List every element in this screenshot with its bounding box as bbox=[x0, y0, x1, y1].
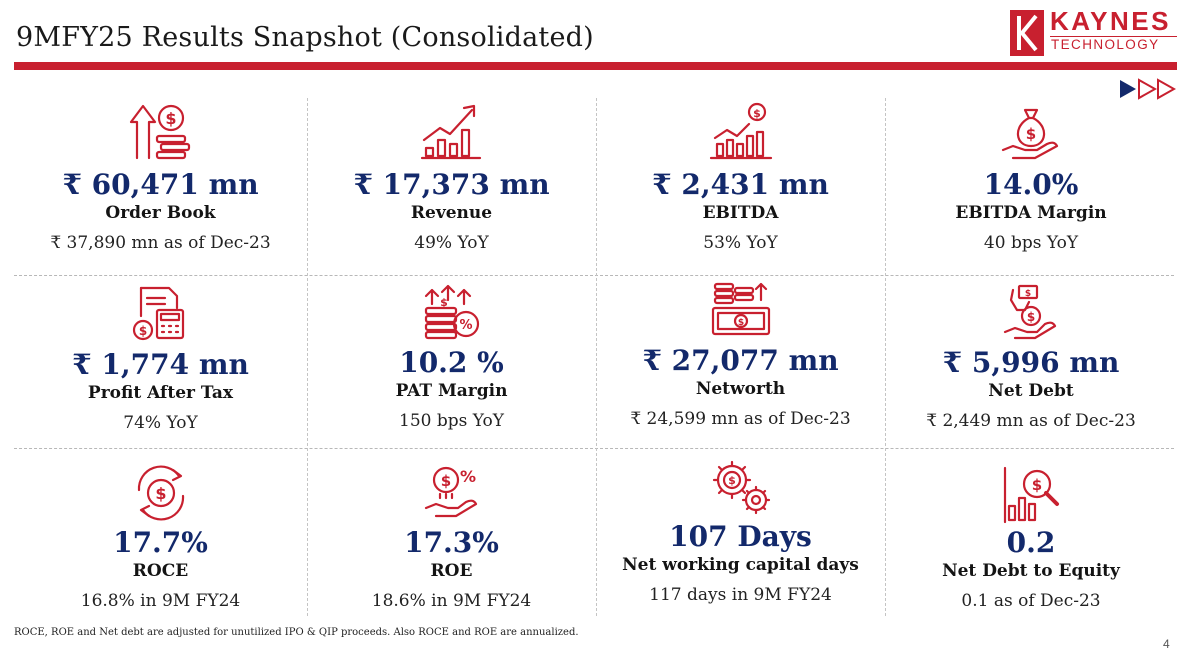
svg-text:$: $ bbox=[753, 107, 761, 120]
svg-text:$: $ bbox=[737, 318, 743, 328]
metric-net-debt-to-equity: $ 0.2 Net Debt to Equity 0.1 as of Dec-2… bbox=[885, 464, 1177, 612]
ebitda-margin-label: EBITDA Margin bbox=[955, 203, 1107, 223]
svg-text:$: $ bbox=[728, 474, 736, 487]
metric-roe: $ % 17.3% ROE 18.6% in 9M FY24 bbox=[307, 462, 596, 612]
roce-value: 17.7% bbox=[113, 526, 208, 559]
networth-value: ₹ 27,077 mn bbox=[642, 344, 839, 377]
roe-value: 17.3% bbox=[404, 526, 499, 559]
svg-text:$: $ bbox=[155, 484, 166, 503]
metric-nwc-days: $ 107 Days Net working capital days 117 … bbox=[596, 456, 885, 606]
svg-text:$: $ bbox=[440, 296, 448, 309]
svg-text:$: $ bbox=[165, 109, 176, 128]
grid-divider-col3 bbox=[885, 98, 886, 616]
net-debt-equity-sub: 0.1 as of Dec-23 bbox=[961, 591, 1101, 611]
rotating-dollar-icon: $ bbox=[137, 465, 184, 521]
grid-divider-col1 bbox=[307, 98, 308, 616]
net-debt-sub: ₹ 2,449 mn as of Dec-23 bbox=[926, 411, 1136, 431]
nwc-days-value: 107 Days bbox=[669, 520, 812, 553]
svg-text:$: $ bbox=[138, 324, 146, 338]
ebitda-label: EBITDA bbox=[702, 203, 779, 223]
metric-revenue: ₹ 17,373 mn Revenue 49% YoY bbox=[307, 100, 596, 254]
revenue-growth-icon bbox=[420, 104, 481, 160]
nwc-days-label: Net working capital days bbox=[622, 555, 859, 575]
logo-text-top: KAYNES bbox=[1050, 6, 1171, 36]
roe-label: ROE bbox=[430, 561, 473, 581]
net-debt-equity-label: Net Debt to Equity bbox=[942, 561, 1120, 581]
order-book-icon: $ bbox=[129, 104, 190, 160]
svg-text:$: $ bbox=[440, 472, 450, 490]
header-divider bbox=[14, 62, 1177, 70]
grid-divider-row2 bbox=[14, 448, 1174, 449]
chart-magnifier-icon: $ bbox=[1003, 466, 1059, 524]
svg-text:$: $ bbox=[1025, 289, 1031, 299]
metric-profit-after-tax: $ ₹ 1,774 mn Profit After Tax 74% YoY bbox=[14, 282, 307, 434]
gears-dollar-icon: $ bbox=[712, 460, 770, 515]
net-debt-value: ₹ 5,996 mn bbox=[942, 346, 1120, 379]
coins-percent-icon: % $ bbox=[424, 284, 479, 340]
metric-pat-margin: % $ 10.2 % PAT Margin 150 bps YoY bbox=[307, 282, 596, 432]
hand-money-icon: $ $ bbox=[1003, 284, 1057, 340]
svg-text:%: % bbox=[459, 318, 472, 333]
company-logo: KAYNES TECHNOLOGY bbox=[1010, 6, 1177, 56]
pat-label: Profit After Tax bbox=[87, 383, 234, 403]
pat-sub: 74% YoY bbox=[123, 413, 198, 433]
svg-text:%: % bbox=[459, 467, 475, 486]
footnote: ROCE, ROE and Net debt are adjusted for … bbox=[14, 627, 579, 638]
networth-label: Networth bbox=[695, 379, 786, 399]
roe-sub: 18.6% in 9M FY24 bbox=[371, 591, 532, 611]
pat-value: ₹ 1,774 mn bbox=[72, 348, 249, 381]
cash-coins-icon: $ bbox=[711, 282, 770, 336]
calculator-invoice-icon: $ bbox=[132, 286, 184, 341]
hand-dollar-percent-icon: $ % bbox=[424, 466, 477, 518]
metric-networth: $ ₹ 27,077 mn Networth ₹ 24,599 mn as of… bbox=[596, 280, 885, 430]
revenue-value: ₹ 17,373 mn bbox=[353, 168, 550, 201]
pat-margin-label: PAT Margin bbox=[395, 381, 508, 401]
logo-text-bottom: TECHNOLOGY bbox=[1051, 37, 1160, 52]
metric-net-debt: $ $ ₹ 5,996 mn Net Debt ₹ 2,449 mn as of… bbox=[885, 282, 1177, 432]
networth-sub: ₹ 24,599 mn as of Dec-23 bbox=[630, 409, 851, 429]
ebitda-chart-icon: $ bbox=[709, 102, 772, 160]
roce-label: ROCE bbox=[132, 561, 189, 581]
grid-divider-row1 bbox=[14, 275, 1174, 276]
nav-arrows-icon bbox=[1120, 78, 1176, 100]
svg-text:$: $ bbox=[1026, 125, 1036, 143]
revenue-label: Revenue bbox=[410, 203, 493, 223]
pat-margin-value: 10.2 % bbox=[399, 346, 504, 379]
ebitda-value: ₹ 2,431 mn bbox=[652, 168, 829, 201]
net-debt-label: Net Debt bbox=[988, 381, 1074, 401]
svg-text:$: $ bbox=[1027, 310, 1035, 324]
ebitda-margin-sub: 40 bps YoY bbox=[983, 233, 1079, 253]
revenue-sub: 49% YoY bbox=[414, 233, 489, 253]
metric-ebitda: $ ₹ 2,431 mn EBITDA 53% YoY bbox=[596, 100, 885, 254]
money-bag-hand-icon: $ bbox=[1001, 108, 1059, 160]
order-book-sub: ₹ 37,890 mn as of Dec-23 bbox=[50, 233, 271, 253]
logo-mark-icon bbox=[1010, 10, 1044, 56]
pat-margin-sub: 150 bps YoY bbox=[399, 411, 504, 431]
metric-ebitda-margin: $ 14.0% EBITDA Margin 40 bps YoY bbox=[885, 100, 1177, 254]
page-number: 4 bbox=[1163, 637, 1170, 651]
net-debt-equity-value: 0.2 bbox=[1006, 526, 1056, 559]
metric-roce: $ 17.7% ROCE 16.8% in 9M FY24 bbox=[14, 462, 307, 612]
ebitda-sub: 53% YoY bbox=[703, 233, 778, 253]
metric-order-book: $ ₹ 60,471 mn Order Book ₹ 37,890 mn as … bbox=[14, 100, 307, 254]
order-book-label: Order Book bbox=[105, 203, 216, 223]
nwc-days-sub: 117 days in 9M FY24 bbox=[649, 585, 832, 605]
grid-divider-col2 bbox=[596, 98, 597, 616]
ebitda-margin-value: 14.0% bbox=[983, 168, 1079, 201]
order-book-value: ₹ 60,471 mn bbox=[62, 168, 259, 201]
roce-sub: 16.8% in 9M FY24 bbox=[80, 591, 241, 611]
svg-text:$: $ bbox=[1032, 476, 1042, 494]
page-title: 9MFY25 Results Snapshot (Consolidated) bbox=[16, 22, 594, 53]
